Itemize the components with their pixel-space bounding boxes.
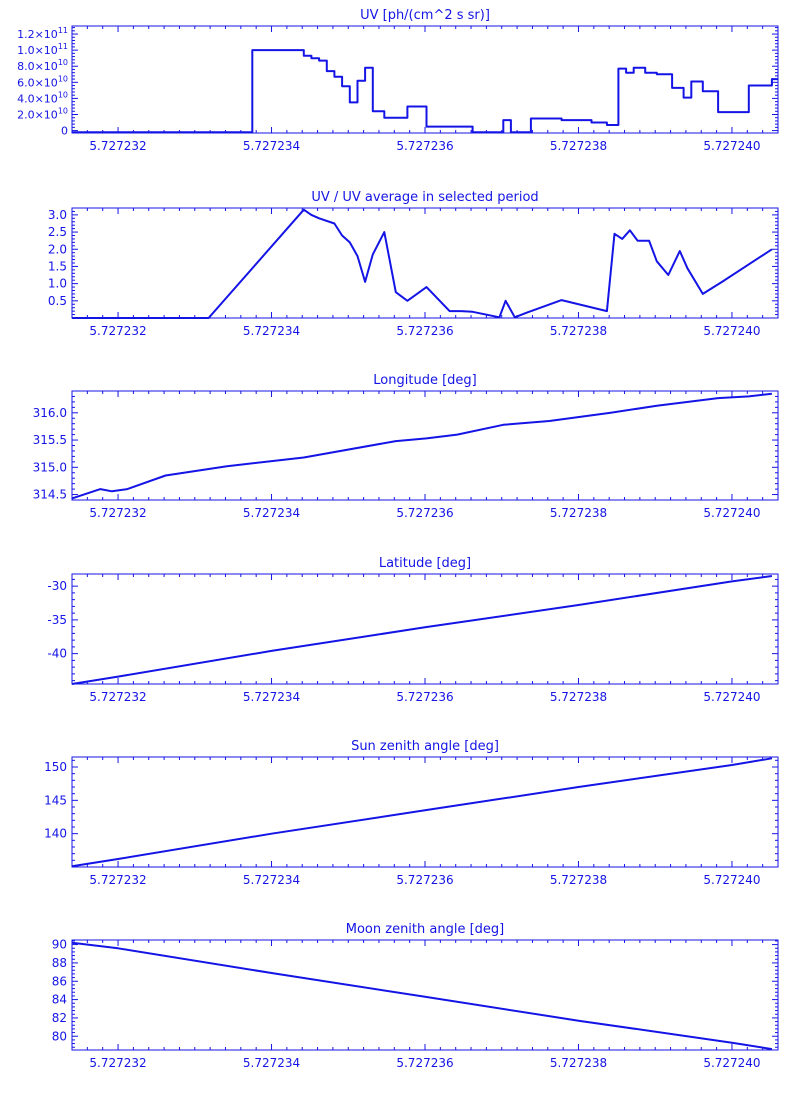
- x-tick-label: 5.727240: [703, 506, 760, 520]
- y-tick-exponent: 11: [58, 42, 68, 51]
- y-tick-label: 86: [52, 974, 67, 988]
- y-tick-label: 8.0×1010: [17, 58, 68, 73]
- y-tick-label: 2.0×1010: [17, 106, 68, 121]
- x-tick-label: 5.727240: [703, 690, 760, 704]
- chart-title: Sun zenith angle [deg]: [351, 739, 499, 754]
- chart-title: UV / UV average in selected period: [311, 190, 538, 205]
- y-tick-label: 2.5: [48, 225, 67, 239]
- y-tick-exponent: 11: [58, 26, 68, 35]
- y-tick-label: 140: [44, 827, 67, 841]
- y-tick-exponent: 10: [58, 106, 68, 115]
- x-tick-label: 5.727232: [89, 873, 146, 887]
- x-tick-label: 5.727234: [243, 1056, 300, 1070]
- y-tick-label: 0.5: [48, 294, 67, 308]
- x-tick-label: 5.727238: [550, 506, 607, 520]
- chart-title: Moon zenith angle [deg]: [346, 922, 504, 937]
- series-line: [72, 576, 772, 684]
- chart-title: UV [ph/(cm^2 s sr)]: [360, 8, 490, 23]
- y-tick-label: 1.2×1011: [17, 26, 68, 41]
- y-tick-label: 1.0: [48, 277, 67, 291]
- y-tick-mantissa: 0: [61, 125, 68, 138]
- x-tick-label: 5.727238: [550, 873, 607, 887]
- y-tick-label: 82: [52, 1011, 67, 1025]
- y-tick-label: 316.0: [33, 406, 67, 420]
- y-tick-label: -30: [47, 579, 67, 593]
- plot-frame: [72, 208, 778, 318]
- y-tick-label: 80: [52, 1029, 67, 1043]
- series-line: [72, 210, 772, 318]
- x-tick-label: 5.727240: [703, 1056, 760, 1070]
- y-tick-label: 0: [61, 125, 68, 138]
- x-tick-label: 5.727234: [243, 506, 300, 520]
- y-tick-label: -40: [47, 647, 67, 661]
- chart-6: Moon zenith angle [deg] 5.727232 5.727234 5…: [52, 922, 778, 1070]
- y-tick-mantissa: 4.0×10: [17, 92, 58, 105]
- plot-frame: [72, 391, 778, 500]
- series-line: [72, 758, 772, 866]
- x-tick-label: 5.727236: [396, 1056, 453, 1070]
- x-tick-label: 5.727240: [703, 139, 760, 153]
- y-tick-label: 2.0: [48, 242, 67, 256]
- y-tick-label: 145: [44, 793, 67, 807]
- y-tick-label: -35: [47, 613, 67, 627]
- y-tick-mantissa: 1.2×10: [17, 28, 58, 41]
- y-tick-mantissa: 6.0×10: [17, 76, 58, 89]
- y-tick-label: 6.0×1010: [17, 74, 68, 89]
- x-tick-label: 5.727238: [550, 1056, 607, 1070]
- y-tick-exponent: 10: [58, 90, 68, 99]
- x-tick-label: 5.727238: [550, 690, 607, 704]
- y-tick-label: 88: [52, 956, 67, 970]
- y-tick-label: 315.0: [33, 460, 67, 474]
- chart-1: UV [ph/(cm^2 s sr)] 5.727232 5.727234 5.727…: [17, 8, 778, 153]
- y-tick-mantissa: 2.0×10: [17, 108, 58, 121]
- y-tick-mantissa: 1.0×10: [17, 44, 58, 57]
- x-tick-label: 5.727240: [703, 873, 760, 887]
- chart-4: Latitude [deg] 5.727232 5.727234 5.727236 5.…: [47, 556, 778, 704]
- x-tick-label: 5.727236: [396, 324, 453, 338]
- y-tick-label: 314.5: [33, 488, 67, 502]
- y-tick-label: 150: [44, 760, 67, 774]
- x-tick-label: 5.727234: [243, 690, 300, 704]
- x-tick-label: 5.727232: [89, 139, 146, 153]
- y-tick-exponent: 10: [58, 74, 68, 83]
- chart-title: Longitude [deg]: [373, 373, 476, 388]
- y-tick-mantissa: 8.0×10: [17, 60, 58, 73]
- x-tick-label: 5.727238: [550, 139, 607, 153]
- chart-title: Latitude [deg]: [379, 556, 471, 571]
- x-tick-label: 5.727236: [396, 139, 453, 153]
- y-tick-label: 3.0: [48, 208, 67, 222]
- y-tick-label: 4.0×1010: [17, 90, 68, 105]
- x-tick-label: 5.727234: [243, 324, 300, 338]
- chart-3: Longitude [deg] 5.727232 5.727234 5.727236 5…: [33, 373, 778, 520]
- y-tick-label: 84: [52, 993, 67, 1007]
- y-tick-exponent: 10: [58, 58, 68, 67]
- chart-5: Sun zenith angle [deg] 5.727232 5.727234 5.…: [44, 739, 778, 887]
- y-tick-label: 315.5: [33, 433, 67, 447]
- y-tick-label: 1.0×1011: [17, 42, 68, 57]
- x-tick-label: 5.727232: [89, 324, 146, 338]
- x-tick-label: 5.727232: [89, 690, 146, 704]
- series-line: [72, 50, 778, 132]
- x-tick-label: 5.727236: [396, 506, 453, 520]
- x-tick-label: 5.727236: [396, 690, 453, 704]
- y-tick-label: 90: [52, 938, 67, 952]
- x-tick-label: 5.727238: [550, 324, 607, 338]
- x-tick-label: 5.727234: [243, 139, 300, 153]
- x-tick-label: 5.727236: [396, 873, 453, 887]
- x-tick-label: 5.727232: [89, 1056, 146, 1070]
- series-line: [72, 943, 772, 1049]
- series-line: [72, 394, 772, 499]
- x-tick-label: 5.727234: [243, 873, 300, 887]
- x-tick-label: 5.727232: [89, 506, 146, 520]
- y-tick-label: 1.5: [48, 259, 67, 273]
- x-tick-label: 5.727240: [703, 324, 760, 338]
- chart-2: UV / UV average in selected period 5.7272…: [48, 190, 778, 338]
